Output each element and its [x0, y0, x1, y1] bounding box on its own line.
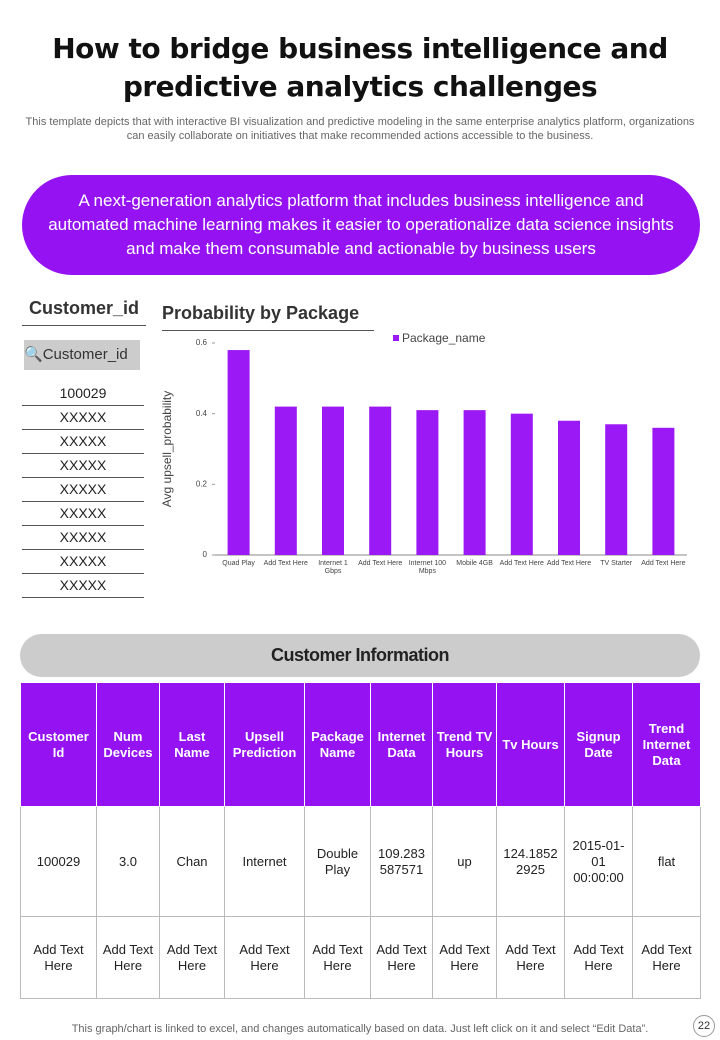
bar [369, 406, 392, 555]
filter-item: XXXXX [22, 430, 144, 454]
x-tick-label: TV Starter [600, 560, 633, 567]
filter-item: XXXXX [22, 550, 144, 574]
legend-swatch [393, 335, 399, 341]
cell: Add Text Here [432, 916, 497, 999]
cell: 100029 [20, 806, 97, 917]
table: Customer Id Num Devices Last Name Upsell Pr… [20, 682, 701, 999]
cell: Double Play [304, 806, 371, 917]
banner: A next-generation analytics platform tha… [22, 175, 700, 275]
title: How to bridge business intelligence and … [52, 32, 668, 103]
bar [463, 410, 486, 555]
table-row: 100029 3.0 Chan Internet Double Play 109.283 … [20, 806, 701, 917]
cell: Add Text Here [96, 916, 160, 999]
bar [227, 350, 250, 555]
header-cell: Package Name [304, 682, 371, 807]
filter-item: 100029 [22, 382, 144, 406]
x-tick-label: Internet 100 Mbps [408, 560, 447, 575]
table-row: Add Text Here Add Text Here Add Text Here A… [20, 916, 701, 999]
chart-title: Probability by Package [162, 303, 374, 331]
y-tick-label: 0.6 [196, 338, 208, 347]
cell: Add Text Here [159, 916, 225, 999]
search-text: Customer_id [42, 346, 128, 363]
y-tick-label: 0 [203, 550, 208, 559]
bar [416, 410, 439, 555]
y-axis-label: Avg upsell_probability [160, 391, 174, 508]
filter-item: XXXXX [22, 454, 144, 478]
page-number: 22 [693, 1015, 715, 1037]
filter-title: Customer_id [22, 298, 146, 326]
filter-item: XXXXX [22, 406, 144, 430]
cell: Add Text Here [564, 916, 633, 999]
header-cell: Trend Internet Data [632, 682, 701, 807]
x-tick-label: Quad Play [222, 560, 255, 567]
x-tick-label: Add Text Here [499, 560, 544, 567]
y-tick-label: 0.2 [196, 479, 208, 488]
header-cell: Trend TV Hours [432, 682, 497, 807]
header-cell: Last Name [159, 682, 225, 807]
filter-item: XXXXX [22, 502, 144, 526]
header-cell: Signup Date [564, 682, 633, 807]
bar [510, 413, 533, 555]
x-tick-label: Internet 1 Gbps [318, 560, 348, 575]
filter-search[interactable]: 🔍Customer_id [24, 340, 140, 370]
cell: Add Text Here [496, 916, 565, 999]
bar [274, 406, 297, 555]
table-row: Customer Id Num Devices Last Name Upsell Pr… [20, 682, 701, 807]
header-cell: Num Devices [96, 682, 160, 807]
subtitle: This template depicts that with interact… [25, 116, 695, 142]
header-cell: Internet Data [370, 682, 433, 807]
cell: 124.1852 2925 [496, 806, 565, 917]
cell: up [432, 806, 497, 917]
x-tick-label: Mobile 4GB [456, 560, 493, 567]
table-title: Customer Information [20, 634, 700, 677]
cell: 2015-01-01 00:00:00 [564, 806, 633, 917]
cell: Add Text Here [632, 916, 701, 999]
chart: 0 0.2 0.4 0.6 Avg upsell_probability Package_… [160, 331, 687, 559]
cell: 3.0 [96, 806, 160, 917]
x-tick-label: Add Text Here [546, 560, 592, 567]
x-tick-label: Add Text Here [641, 560, 686, 567]
filter-item: XXXXX [22, 478, 144, 502]
x-tick-label: Add Text Here [263, 560, 308, 567]
header-cell: Upsell Prediction [224, 682, 305, 807]
header-cell: Tv Hours [496, 682, 565, 807]
search-icon: 🔍 [24, 346, 43, 363]
header-cell: Customer Id [20, 682, 97, 807]
bar [605, 424, 628, 555]
footer-note: This graph/chart is linked to excel, and… [71, 1023, 649, 1035]
cell: Chan [159, 806, 225, 917]
cell: Add Text Here [370, 916, 433, 999]
cell: Add Text Here [224, 916, 305, 999]
cell: 109.283 587571 [370, 806, 433, 917]
cell: flat [632, 806, 701, 917]
legend-label: Package_name [402, 331, 486, 345]
bar [558, 420, 580, 555]
x-tick-label: Add Text Here [358, 560, 403, 567]
cell: Add Text Here [304, 916, 371, 999]
cell: Add Text Here [20, 916, 97, 999]
bar [322, 406, 344, 555]
bar [652, 427, 675, 555]
filter-item: XXXXX [22, 526, 144, 550]
filter-item: XXXXX [22, 574, 144, 598]
cell: Internet [224, 806, 305, 917]
y-tick-label: 0.4 [196, 409, 208, 418]
